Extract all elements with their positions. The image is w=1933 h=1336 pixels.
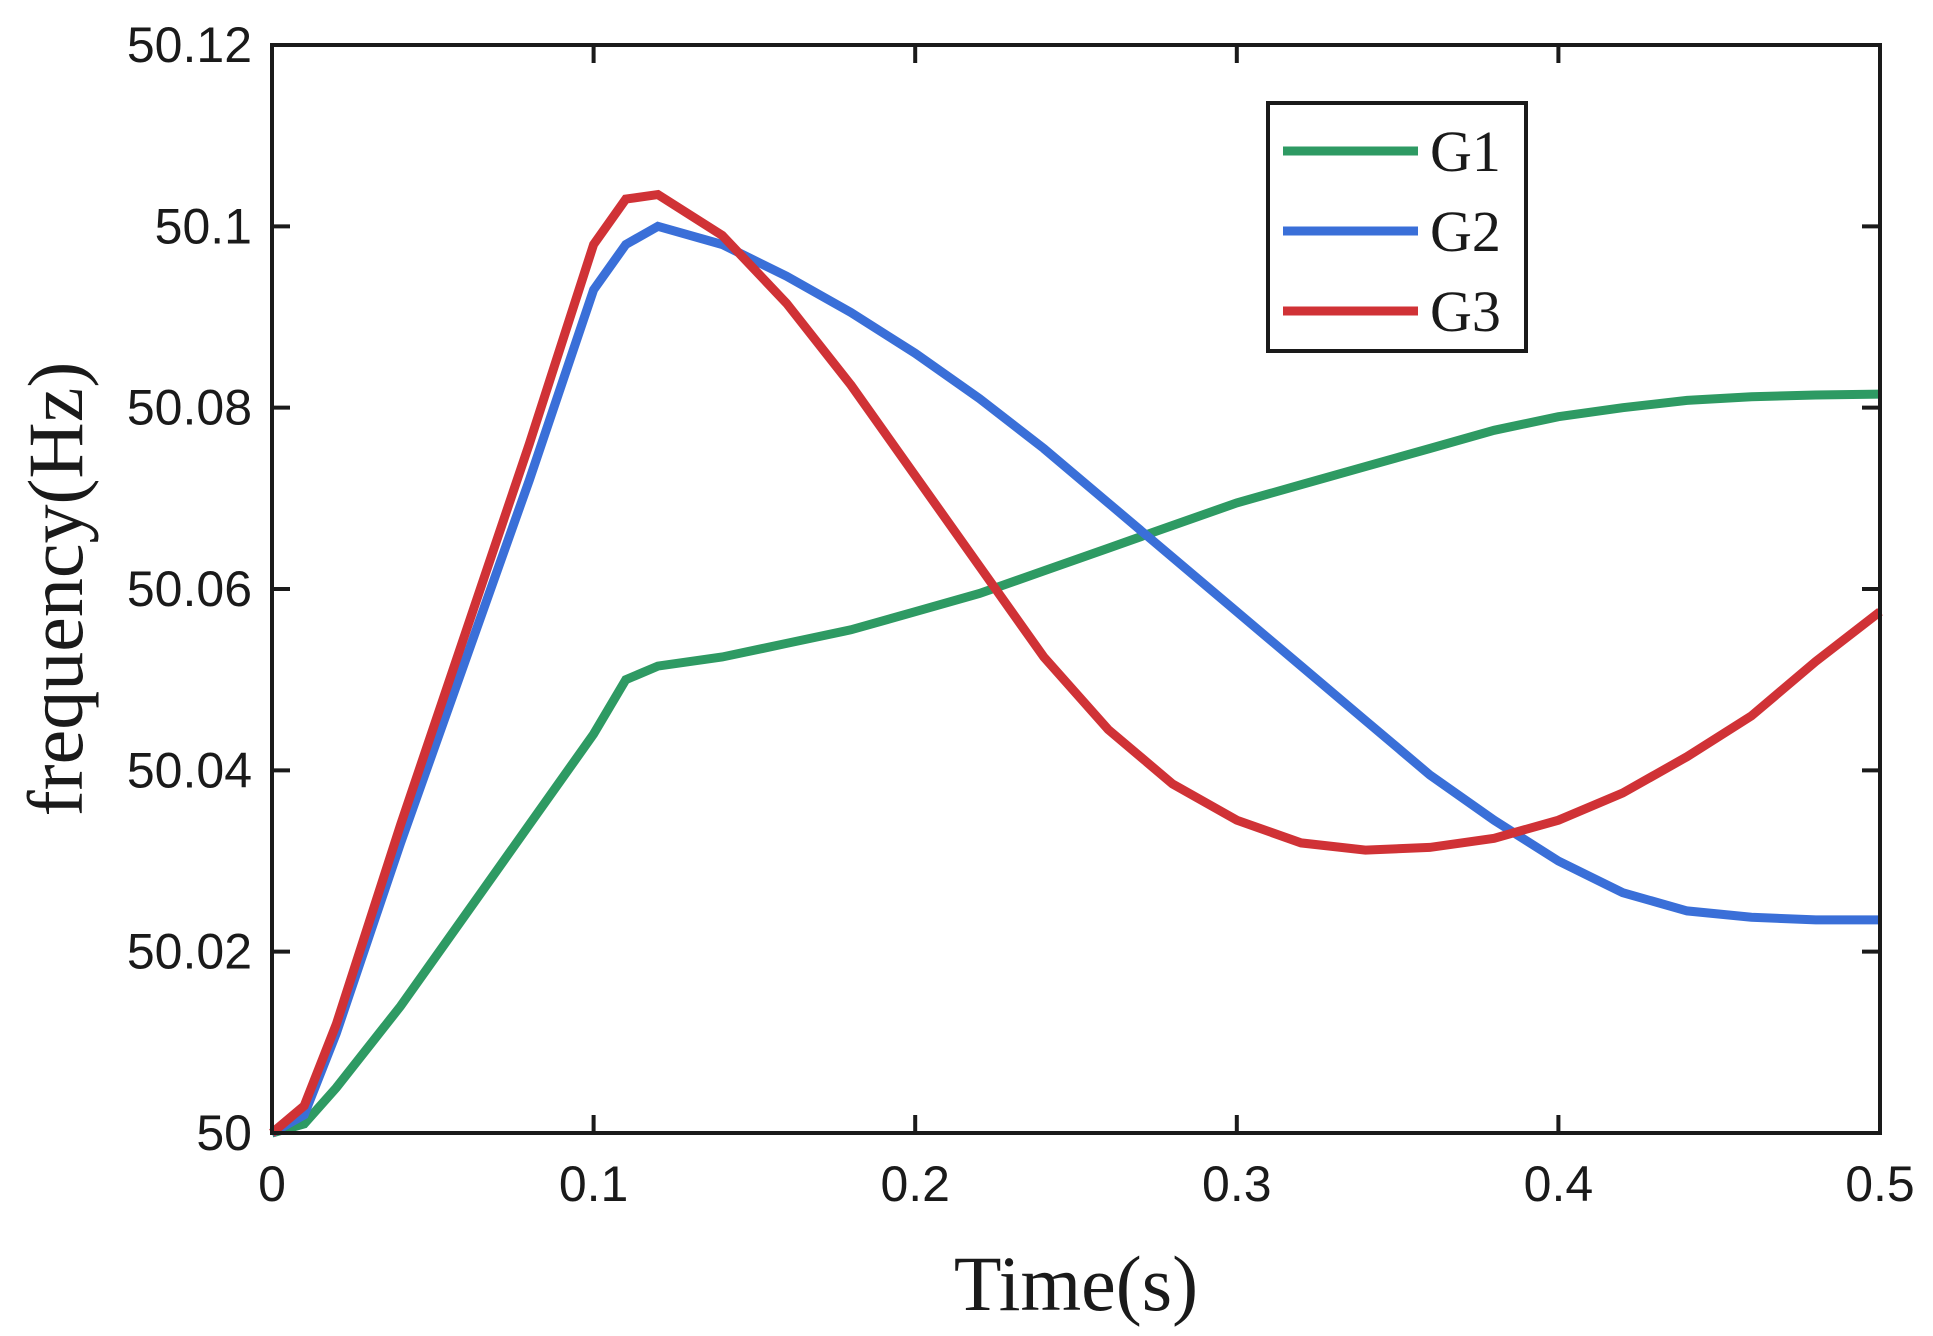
series-line-g2 — [269, 221, 1880, 1137]
y-tick-label: 50.06 — [127, 561, 252, 617]
legend-label-g2: G2 — [1430, 199, 1501, 264]
y-tick-label: 50 — [196, 1105, 252, 1161]
legend-label-g3: G3 — [1430, 279, 1501, 344]
x-tick-label: 0 — [258, 1156, 286, 1212]
y-tick-label: 50.08 — [127, 380, 252, 436]
x-tick-label: 0.4 — [1524, 1156, 1594, 1212]
x-axis-title: Time(s) — [954, 1240, 1198, 1327]
legend: G1 G2 G3 — [1266, 101, 1528, 353]
series-line-g3 — [269, 189, 1883, 1137]
y-tick-label: 50.04 — [127, 742, 252, 798]
series-line-g1 — [270, 389, 1881, 1138]
x-tick-label: 0.5 — [1845, 1156, 1915, 1212]
ticks-layer: 0 0.1 0.2 0.3 0.4 0.5 50 50.02 50.04 50.06 50.08 50… — [127, 17, 1915, 1212]
legend-entries: G1 G2 G3 — [1283, 119, 1501, 344]
legend-label-g1: G1 — [1430, 119, 1501, 184]
y-tick-label: 50.02 — [127, 924, 252, 980]
y-tick-label: 50.1 — [155, 198, 252, 254]
x-tick-label: 0.1 — [559, 1156, 629, 1212]
y-tick-label: 50.12 — [127, 17, 252, 73]
x-tick-label: 0.2 — [880, 1156, 950, 1212]
x-tick-label: 0.3 — [1202, 1156, 1272, 1212]
y-axis-title: frequency(Hz) — [12, 362, 99, 817]
plot-content — [269, 189, 1883, 1138]
